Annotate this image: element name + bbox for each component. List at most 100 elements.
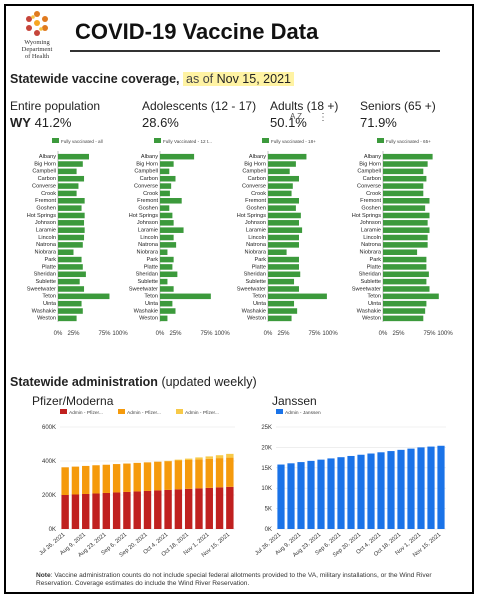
y-tick-label: 0K <box>49 527 56 533</box>
county-label: Carbon <box>363 176 381 182</box>
admin-bar <box>205 487 213 529</box>
county-label: Campbell <box>357 169 381 175</box>
x-tick-label: 0% <box>379 331 388 337</box>
legend-swatch <box>262 138 269 143</box>
more-options-icon[interactable]: ⋮ <box>318 112 328 123</box>
coverage-bar <box>383 205 426 211</box>
coverage-bar <box>268 308 298 314</box>
note-label: Note <box>36 572 51 579</box>
county-label: Converse <box>32 183 56 189</box>
coverage-bar <box>383 153 433 160</box>
coverage-bar <box>58 286 85 292</box>
county-label: Sublette <box>360 279 381 285</box>
x-tick-label: 75% <box>308 331 321 337</box>
county-label: Goshen <box>36 205 56 211</box>
county-label: Washakie <box>357 308 381 314</box>
coverage-bar <box>383 300 427 307</box>
admin-bar <box>174 460 183 490</box>
coverage-bar <box>268 153 307 160</box>
y-tick-label: 0K <box>265 527 272 533</box>
county-label: Crook <box>366 191 381 197</box>
admin-bar <box>174 489 183 529</box>
coverage-bar <box>383 264 427 270</box>
x-tick-label: 75% <box>200 331 213 337</box>
coverage-bar <box>160 300 173 307</box>
admin-bar <box>184 488 193 529</box>
county-label: Big Horn <box>359 161 381 167</box>
coverage-bar <box>383 168 424 175</box>
admin-bar <box>287 463 295 529</box>
county-label: Sublette <box>245 279 266 285</box>
county-label: Converse <box>242 183 266 189</box>
county-label: Teton <box>252 294 266 300</box>
coverage-bar <box>383 198 430 204</box>
x-tick-label: 100% <box>437 331 453 337</box>
county-label: Sublette <box>137 279 158 285</box>
sort-az-icon[interactable]: A Z <box>290 112 303 121</box>
coverage-bar <box>383 315 424 322</box>
coverage-bar <box>160 198 182 204</box>
note-text: : Vaccine administration counts do not i… <box>36 572 432 587</box>
county-label: Niobrara <box>245 250 267 256</box>
coverage-bar <box>58 293 110 300</box>
x-tick-label: 25% <box>169 331 182 337</box>
coverage-bar <box>160 286 174 292</box>
county-label: Albany <box>364 154 381 160</box>
county-label: Sheridan <box>136 272 158 278</box>
coverage-bar <box>383 308 426 314</box>
county-label: Natrona <box>138 242 159 248</box>
admin-bar <box>164 489 172 529</box>
legend-label: Fully vaccinated - 65+ <box>386 139 431 144</box>
admin-bar <box>367 453 375 529</box>
admin-bar <box>195 459 203 489</box>
x-tick-label: 0% <box>156 331 165 337</box>
coverage-bar <box>383 256 427 263</box>
county-label: Carbon <box>140 176 158 182</box>
county-label: Hot Springs <box>237 213 266 219</box>
coverage-bar <box>58 205 82 211</box>
county-label: Lincoln <box>363 235 381 241</box>
legend-label: Admin - Janssen <box>285 410 321 416</box>
county-label: Weston <box>37 316 56 322</box>
legend-label: Admin - Pfizer... <box>69 410 103 416</box>
admin-bar <box>327 458 335 529</box>
county-label: Lincoln <box>140 235 158 241</box>
county-label: Weston <box>247 316 266 322</box>
coverage-bar <box>160 234 174 241</box>
county-label: Washakie <box>32 308 56 314</box>
coverage-bar <box>268 286 299 292</box>
county-label: Platte <box>42 264 56 270</box>
county-label: Niobrara <box>35 250 57 256</box>
admin-bar <box>123 463 131 492</box>
admin-bar <box>71 466 80 495</box>
county-label: Johnson <box>137 220 158 226</box>
group-value: 71.9% <box>360 115 397 130</box>
admin-bar <box>112 492 121 529</box>
county-label: Albany <box>141 154 158 160</box>
coverage-bar <box>58 278 80 285</box>
coverage-bar <box>268 212 301 219</box>
legend-swatch <box>52 138 59 143</box>
county-label: Fremont <box>360 198 381 204</box>
admin-bar <box>357 454 365 529</box>
y-tick-label: 600K <box>42 425 56 431</box>
legend-label: Fully Vaccinated - 12 t... <box>163 139 212 144</box>
coverage-bar <box>58 198 85 204</box>
admin-bar <box>226 453 234 458</box>
group-value: 50.1% <box>270 115 307 130</box>
admin-bar <box>437 445 445 529</box>
county-label: Weston <box>362 316 381 322</box>
county-label: Sheridan <box>34 272 56 278</box>
county-label: Albany <box>39 154 56 160</box>
coverage-bar <box>58 212 85 219</box>
x-tick-label: 0% <box>54 331 63 337</box>
coverage-bar <box>160 212 173 219</box>
coverage-bar <box>58 242 83 248</box>
group-value: 28.6% <box>142 115 179 130</box>
admin-bar <box>133 462 141 492</box>
coverage-bar <box>58 175 85 182</box>
admin-bar <box>184 458 193 460</box>
admin-bar <box>387 451 395 529</box>
coverage-bar <box>268 300 295 307</box>
